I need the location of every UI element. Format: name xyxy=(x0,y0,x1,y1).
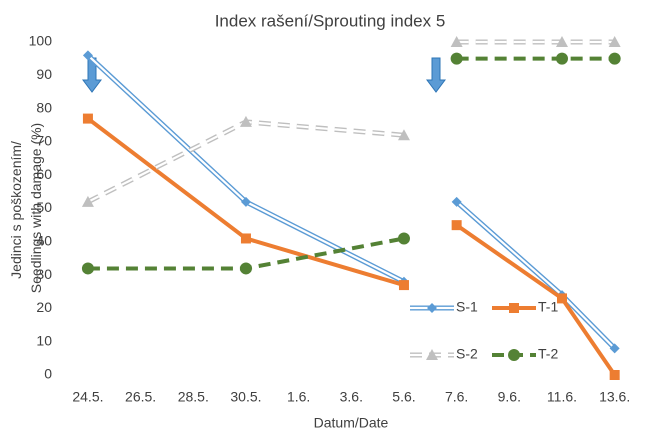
point xyxy=(397,232,410,245)
point xyxy=(450,52,463,65)
y-axis-title-line: Jedinci s poškozením/ xyxy=(8,141,24,279)
point xyxy=(555,52,568,65)
x-tick-label: 9.6. xyxy=(498,389,521,405)
y-tick-label: 90 xyxy=(36,66,52,82)
x-tick-label: 7.6. xyxy=(445,389,468,405)
point xyxy=(451,220,462,231)
point xyxy=(450,36,463,47)
line xyxy=(86,119,405,205)
y-tick-label: 10 xyxy=(36,332,52,348)
x-tick-label: 5.6. xyxy=(392,389,415,405)
y-tick-label: 30 xyxy=(36,266,52,282)
x-axis-title: Datum/Date xyxy=(314,415,389,431)
point xyxy=(608,52,621,65)
point xyxy=(239,262,252,275)
y-tick-label: 80 xyxy=(36,99,52,115)
y-tick-label: 40 xyxy=(36,233,52,249)
x-tick-label: 26.5. xyxy=(125,389,156,405)
line-inner xyxy=(87,120,405,203)
point xyxy=(81,262,94,275)
point xyxy=(451,196,462,207)
point xyxy=(426,349,438,360)
y-tick-label: 100 xyxy=(29,33,53,49)
chart-title: Index rašení/Sprouting index 5 xyxy=(215,11,446,30)
x-tick-label: 28.5. xyxy=(178,389,209,405)
point xyxy=(508,349,520,361)
y-axis-title-line: Seedlings with damage (%) xyxy=(28,123,44,293)
legend-label: S-1 xyxy=(456,299,478,315)
legend-item: S-1 xyxy=(410,299,478,315)
point xyxy=(608,36,621,47)
point xyxy=(509,303,519,313)
legend-label: T-2 xyxy=(538,346,558,362)
x-tick-label: 13.6. xyxy=(599,389,630,405)
legend-item: T-2 xyxy=(492,346,558,362)
x-tick-label: 1.6. xyxy=(287,389,310,405)
x-tick-label: 30.5. xyxy=(230,389,261,405)
line xyxy=(455,223,617,377)
point xyxy=(397,129,410,141)
y-tick-label: 0 xyxy=(44,366,52,382)
legend-label: T-1 xyxy=(538,299,558,315)
y-tick-label: 70 xyxy=(36,133,52,149)
point xyxy=(81,195,94,207)
point xyxy=(82,113,93,124)
point xyxy=(609,343,620,354)
y-tick-label: 60 xyxy=(36,166,52,182)
point xyxy=(82,50,93,61)
point xyxy=(609,370,620,380)
legend-item: T-1 xyxy=(492,299,558,315)
point xyxy=(239,115,252,127)
y-tick-label: 50 xyxy=(36,199,52,215)
y-axis-title: Jedinci s poškozením/ Seedlings with dam… xyxy=(8,123,44,293)
x-tick-label: 24.5. xyxy=(72,389,103,405)
point xyxy=(427,303,437,313)
arrow xyxy=(426,57,446,93)
point xyxy=(556,293,567,304)
point xyxy=(398,280,409,291)
point xyxy=(555,36,568,47)
series xyxy=(82,113,620,380)
x-tick-label: 11.6. xyxy=(547,389,577,405)
legend-item: S-2 xyxy=(410,346,478,362)
point xyxy=(240,196,251,207)
y-tick-label: 20 xyxy=(36,299,52,315)
legend-label: S-2 xyxy=(456,346,478,362)
point xyxy=(240,233,251,244)
series xyxy=(81,52,621,275)
x-tick-label: 3.6. xyxy=(340,389,363,405)
series xyxy=(81,36,621,207)
